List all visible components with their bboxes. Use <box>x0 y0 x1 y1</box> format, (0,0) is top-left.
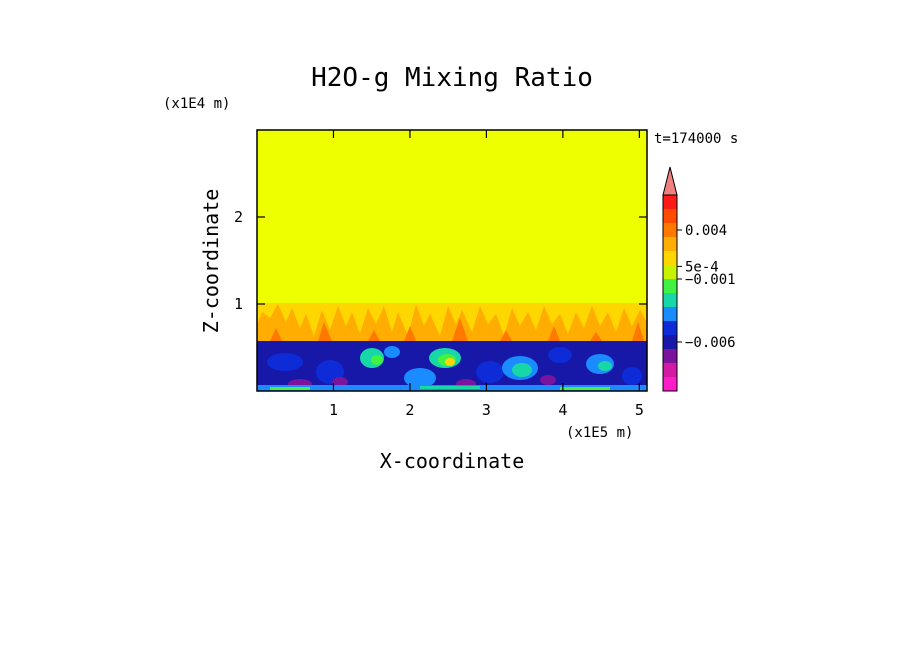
x-axis-label: X-coordinate <box>380 449 525 473</box>
x-tick-label: 2 <box>405 401 414 419</box>
x-tick-label: 5 <box>635 401 644 419</box>
colorbar: 0.004 5e-4−0.001 −0.006 <box>662 166 736 392</box>
x-axis-ticks: 1 2 3 4 5 <box>329 130 644 419</box>
chart-title: H2O-g Mixing Ratio <box>311 63 593 93</box>
x-tick-label: 4 <box>558 401 567 419</box>
transition-cores <box>270 318 644 341</box>
colorbar-label: −0.006 <box>685 335 736 351</box>
y-tick-label: 1 <box>234 295 243 313</box>
colorbar-band <box>663 209 677 223</box>
colorbar-frame <box>662 194 678 392</box>
colorbar-band <box>663 237 677 251</box>
colorbar-band <box>663 307 677 321</box>
x-scale-label: (x1E5 m) <box>566 425 633 441</box>
x-tick-label: 3 <box>482 401 491 419</box>
lower-eddies <box>257 346 647 391</box>
colorbar-band <box>663 349 677 363</box>
y-axis-ticks: 12 <box>234 208 647 313</box>
y-tick-label: 2 <box>234 208 243 226</box>
colorbar-band <box>663 195 677 209</box>
x-tick-label: 1 <box>329 401 338 419</box>
colorbar-band <box>663 265 677 279</box>
colorbar-band <box>663 293 677 307</box>
transition-plumes <box>257 304 647 341</box>
colorbar-label: 5e-4 <box>685 259 719 275</box>
colorbar-label: −0.001 <box>685 272 736 288</box>
time-label: t=174000 s <box>654 131 738 147</box>
colorbar-band <box>663 251 677 265</box>
colorbar-band <box>663 335 677 349</box>
colorbar-band <box>663 279 677 293</box>
y-scale-label: (x1E4 m) <box>163 96 230 112</box>
colorbar-band <box>663 377 677 391</box>
colorbar-extend-arrow <box>662 166 678 196</box>
colorbar-label: 0.004 <box>685 223 727 239</box>
colorbar-band <box>663 363 677 377</box>
colorbar-band <box>663 223 677 237</box>
plot-frame <box>256 129 648 392</box>
upper-layer <box>257 130 647 303</box>
colorbar-band <box>663 321 677 335</box>
y-axis-label: Z-coordinate <box>199 189 223 334</box>
plot-area <box>256 129 648 392</box>
